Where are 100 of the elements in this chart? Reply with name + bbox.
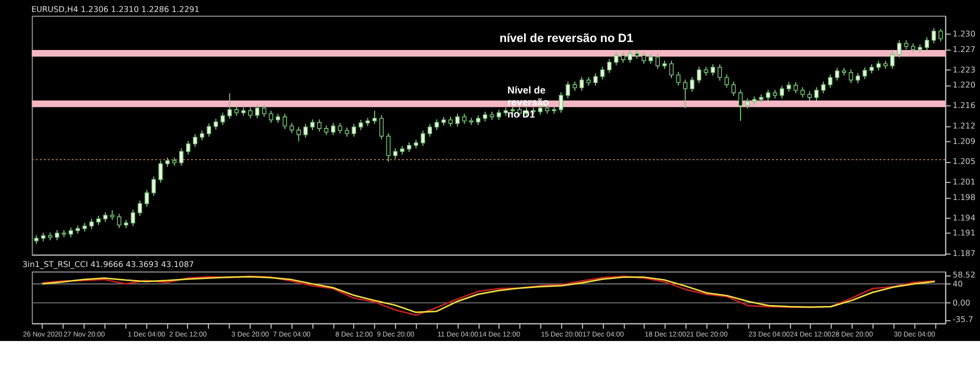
candlestick [932, 28, 936, 44]
candlestick [352, 123, 356, 138]
candlestick [393, 148, 398, 160]
candlestick [938, 28, 943, 42]
candlestick [642, 52, 646, 64]
y-tick-label: 1.205 [952, 157, 976, 166]
candlestick [103, 212, 108, 222]
candlestick [710, 64, 716, 76]
candlestick [676, 71, 680, 86]
candlestick [152, 176, 156, 196]
candlestick [303, 123, 308, 138]
candlestick [904, 40, 908, 50]
candlestick [821, 81, 826, 94]
candlestick [434, 118, 439, 131]
y-tick-label: 1.209 [952, 136, 976, 146]
y-tick-label: 1.191 [952, 228, 976, 238]
candlestick [856, 72, 860, 84]
candlestick [828, 74, 832, 88]
candlestick [600, 66, 605, 80]
candlestick [317, 118, 322, 132]
candlestick [268, 110, 274, 124]
candlestick [96, 215, 101, 226]
candlestick [766, 89, 770, 101]
candlestick [814, 86, 819, 101]
candlestick [683, 79, 688, 109]
candlestick [745, 98, 750, 110]
candlestick [731, 81, 736, 96]
candlestick [296, 126, 301, 142]
candlestick [386, 132, 391, 162]
y-tick-label: 1.212 [952, 121, 976, 130]
candlestick [206, 122, 212, 138]
band-label: nível de reversão no D1 [499, 31, 634, 46]
candlestick [862, 66, 867, 80]
candlestick [538, 104, 542, 116]
candlestick [614, 52, 618, 66]
candlestick [331, 122, 336, 136]
candlestick [282, 113, 287, 130]
candlestick [54, 230, 60, 241]
candlestick [310, 118, 315, 131]
candlestick [144, 189, 149, 208]
candlestick [344, 127, 350, 138]
chart-title: 3in1_ST_RSI_CCI 41.9666 43.3693 43.1087 [22, 260, 194, 270]
candlestick [420, 130, 426, 146]
candlestick [566, 81, 570, 99]
candlestick [558, 92, 564, 114]
y-tick-label: 40 [952, 279, 963, 288]
candlestick [324, 124, 328, 136]
candlestick [800, 86, 805, 98]
candlestick [910, 42, 916, 54]
candlestick [572, 81, 577, 92]
candlestick [214, 118, 218, 130]
y-tick-label: 1.223 [952, 65, 976, 74]
candlestick [227, 92, 232, 120]
y-tick-label: 0.00 [952, 298, 970, 308]
candlestick [179, 148, 184, 166]
candlestick [620, 52, 626, 64]
candlestick [462, 113, 466, 124]
candlestick [897, 40, 902, 58]
candlestick [248, 107, 252, 119]
candlestick [448, 116, 453, 128]
candlestick [192, 134, 198, 148]
candlestick [593, 72, 598, 86]
candlestick [786, 82, 791, 92]
candlestick [130, 209, 136, 226]
candlestick [780, 85, 784, 99]
candlestick [924, 36, 930, 51]
candlestick [669, 60, 674, 79]
candlestick [220, 112, 225, 126]
candlestick [628, 50, 632, 64]
y-tick-label: 58.52 [952, 270, 976, 280]
chart-title: EURUSD,H4 1.2306 1.2310 1.2286 1.2291 [31, 4, 200, 14]
candlestick [262, 104, 266, 118]
candlestick [158, 160, 163, 184]
candlestick [724, 74, 729, 88]
candlestick [372, 110, 377, 124]
candlestick [276, 113, 280, 124]
candlestick [110, 210, 114, 220]
candlestick [696, 66, 702, 84]
candlestick [255, 104, 260, 119]
candlestick [607, 58, 612, 74]
y-tick-label: 1.220 [952, 80, 976, 90]
candlestick [476, 114, 480, 126]
y-tick-label: 1.187 [952, 249, 976, 258]
y-tick-label: 1.194 [952, 213, 976, 222]
candlestick [656, 54, 660, 70]
candlestick [68, 227, 73, 238]
candlestick [186, 140, 190, 156]
candlestick [870, 64, 874, 74]
candlestick [648, 54, 653, 64]
candlestick [455, 113, 460, 128]
candlestick [406, 142, 412, 153]
candlestick [89, 218, 94, 230]
candlestick [848, 68, 854, 84]
candlestick [690, 76, 694, 92]
candlestick [338, 122, 342, 134]
y-tick-label: 1.230 [952, 30, 976, 39]
candlestick [738, 89, 743, 122]
candlestick [358, 119, 363, 131]
candlestick [580, 76, 584, 92]
candlestick [890, 51, 895, 70]
